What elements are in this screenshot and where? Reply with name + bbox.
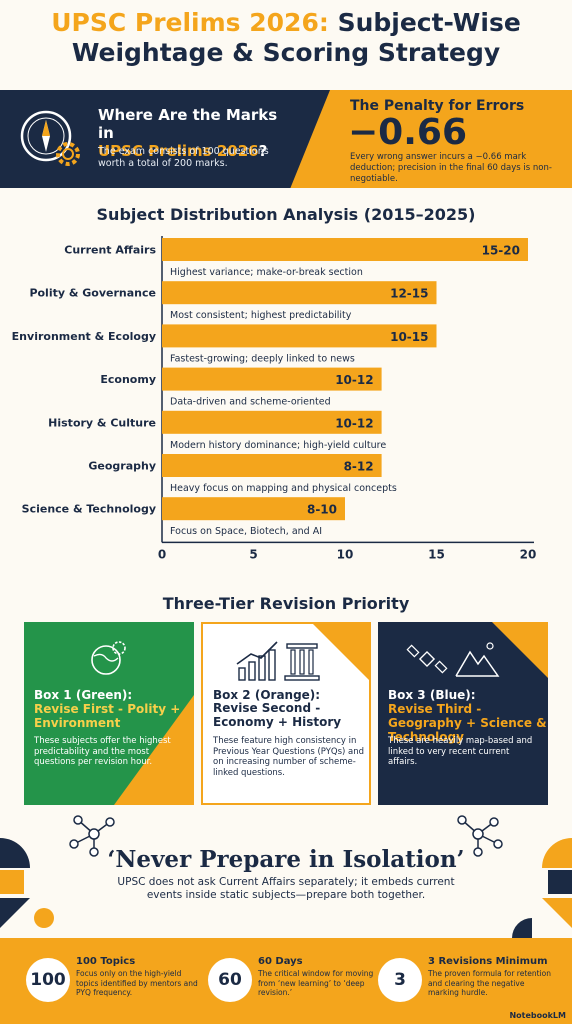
stat-number: 100 (26, 958, 70, 1002)
penalty-title: The Penalty for Errors (350, 98, 525, 114)
bar-value-label: 8-10 (307, 503, 337, 517)
bar-note: Modern history dominance; high-yield cul… (170, 440, 386, 451)
page-title: UPSC Prelims 2026: Subject-Wise Weightag… (51, 8, 521, 67)
bar-note: Focus on Space, Biotech, and AI (170, 526, 322, 537)
stat-title: 3 Revisions Minimum (428, 956, 548, 967)
category-label: Geography (88, 460, 156, 473)
chart-title: Subject Distribution Analysis (2015–2025… (96, 205, 476, 224)
stat-number: 3 (378, 958, 422, 1002)
x-tick-label: 20 (520, 547, 537, 561)
tier-box-3-sub: Revise Third - Geography + Science & Tec… (388, 702, 547, 744)
category-label: History & Culture (48, 416, 156, 429)
bar-value-label: 15-20 (482, 244, 520, 258)
chart-pillar-icon (236, 641, 320, 681)
isolation-title: ‘Never Prepare in Isolation’ (107, 846, 465, 873)
tier-box-3: Box 3 (Blue): Revise Third - Geography +… (378, 622, 548, 805)
bar-value-label: 10-12 (335, 373, 373, 387)
banner-left-text: The exam consists of 100 questions worth… (98, 146, 269, 169)
bar-note: Heavy focus on mapping and physical conc… (170, 483, 397, 494)
bar-value-label: 10-15 (390, 330, 428, 344)
category-label: Current Affairs (64, 244, 156, 257)
network-decoration (0, 815, 572, 938)
stat-number: 60 (208, 958, 252, 1002)
bar-note: Highest variance; make-or-break section (170, 267, 363, 278)
subject-distribution-chart: Current Affairs 15-20 Highest variance; ma… (12, 236, 537, 561)
satellite-mountain-icon (406, 642, 500, 677)
banner-left-title: Where Are the Marks in UPSC Prelims 2026? (98, 106, 278, 160)
category-label: Environment & Ecology (12, 330, 156, 343)
bar-value-label: 12-15 (390, 287, 428, 301)
bar-value-label: 8-12 (344, 460, 374, 474)
tier-box-3-desc: These are heavily map-based and linked t… (388, 736, 533, 767)
bar-note: Most consistent; highest predictability (170, 310, 352, 321)
x-tick-label: 10 (337, 547, 354, 561)
bar-note: Fastest-growing; deeply linked to news (170, 353, 355, 364)
bar-value-label: 10-12 (335, 416, 373, 430)
footer-stats: 100 100 Topics Focus only on the high-yi… (0, 938, 572, 1024)
category-label: Polity & Governance (29, 287, 156, 300)
compass-gear-icon (20, 110, 80, 166)
stat-desc: The critical window for moving from ‘new… (258, 969, 374, 997)
globe-gear-icon (91, 641, 126, 675)
brand-label: NotebookLM (509, 1011, 566, 1020)
bar-4 (162, 410, 382, 434)
category-label: Science & Technology (22, 503, 156, 516)
stat-title: 60 Days (258, 956, 303, 967)
stat-title: 100 Topics (76, 956, 136, 967)
tier-box-1-sub: Revise First - Polity + Environment (34, 702, 181, 730)
banner-left-panel (0, 90, 330, 188)
tier-box-2: Box 2 (Orange): Revise Second - Economy … (201, 622, 371, 805)
bar-5 (162, 454, 382, 477)
category-label: Economy (100, 373, 156, 386)
tier-box-2-sub: Revise Second - Economy + History (213, 701, 342, 729)
x-tick-label: 15 (428, 547, 445, 561)
bar-3 (162, 367, 382, 391)
tier-box-1-title: Box 1 (Green): (34, 688, 133, 702)
penalty-value: −0.66 (348, 112, 467, 153)
tier-box-1-desc: These subjects offer the highest predict… (34, 736, 171, 767)
x-tick-label: 0 (158, 547, 166, 561)
marks-banner: Where Are the Marks in UPSC Prelims 2026?… (0, 90, 572, 188)
tier-box-3-title: Box 3 (Blue): (388, 688, 476, 702)
bar-note: Data-driven and scheme-oriented (170, 397, 331, 408)
x-tick-label: 5 (249, 547, 257, 561)
tier-title: Three-Tier Revision Priority (162, 594, 410, 613)
stat-desc: Focus only on the high-yield topics iden… (76, 969, 198, 997)
bar-1 (162, 281, 437, 305)
penalty-text: Every wrong answer incurs a −0.66 mark d… (350, 152, 552, 184)
stat-desc: The proven formula for retention and cle… (428, 969, 551, 997)
tier-box-2-title: Box 2 (Orange): (213, 688, 321, 702)
bar-0 (162, 238, 528, 261)
bar-2 (162, 324, 437, 348)
bar-6 (162, 497, 345, 521)
isolation-text: UPSC does not ask Current Affairs separa… (117, 876, 455, 901)
tier-box-2-desc: These feature high consistency in Previo… (213, 736, 365, 778)
tier-box-1: Box 1 (Green): Revise First - Polity + E… (24, 622, 194, 805)
